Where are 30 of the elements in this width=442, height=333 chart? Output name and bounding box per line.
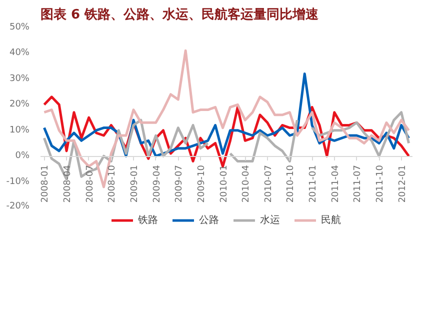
x-tick-label: 2009-04 bbox=[152, 164, 162, 203]
legend-label: 铁路 bbox=[138, 214, 158, 227]
x-tick-label: 2011-04 bbox=[330, 164, 341, 203]
y-tick-label: 40% bbox=[9, 48, 30, 58]
x-tick-label: 2010-10 bbox=[286, 164, 296, 203]
x-tick-label: 2010-04 bbox=[242, 164, 252, 203]
x-tick-label: 2009-01 bbox=[130, 165, 140, 203]
y-tick-label: 30% bbox=[9, 74, 30, 84]
y-tick-label: -20% bbox=[6, 202, 30, 212]
legend-label: 公路 bbox=[199, 214, 219, 227]
x-tick-label: 2009-07 bbox=[174, 165, 185, 203]
y-tick-label: 10% bbox=[9, 125, 30, 136]
x-tick-label: 2009-10 bbox=[196, 164, 207, 203]
y-tick-label: 50% bbox=[9, 22, 30, 32]
legend-label: 水运 bbox=[260, 214, 280, 227]
y-tick-label: 0% bbox=[15, 151, 30, 162]
x-tick-label: 2008-04 bbox=[63, 164, 74, 203]
chart-title: 图表 6 铁路、公路、水运、民航客运量同比增速 bbox=[40, 6, 320, 22]
x-tick-label: 2010-01 bbox=[219, 165, 230, 203]
x-tick-label: 2011-01 bbox=[308, 165, 319, 203]
x-tick-label: 2011-10 bbox=[376, 164, 386, 203]
x-tick-label: 2010-07 bbox=[264, 165, 274, 203]
x-tick-label: 2008-10 bbox=[108, 164, 118, 203]
y-tick-label: -10% bbox=[6, 176, 30, 187]
legend-label: 民航 bbox=[321, 214, 341, 227]
x-tick-label: 2011-07 bbox=[353, 165, 364, 203]
y-tick-label: 20% bbox=[9, 100, 30, 110]
x-tick-label: 2012-01 bbox=[398, 165, 408, 203]
x-tick-label: 2008-01 bbox=[40, 165, 51, 203]
x-tick-label: 2008-07 bbox=[85, 165, 96, 203]
